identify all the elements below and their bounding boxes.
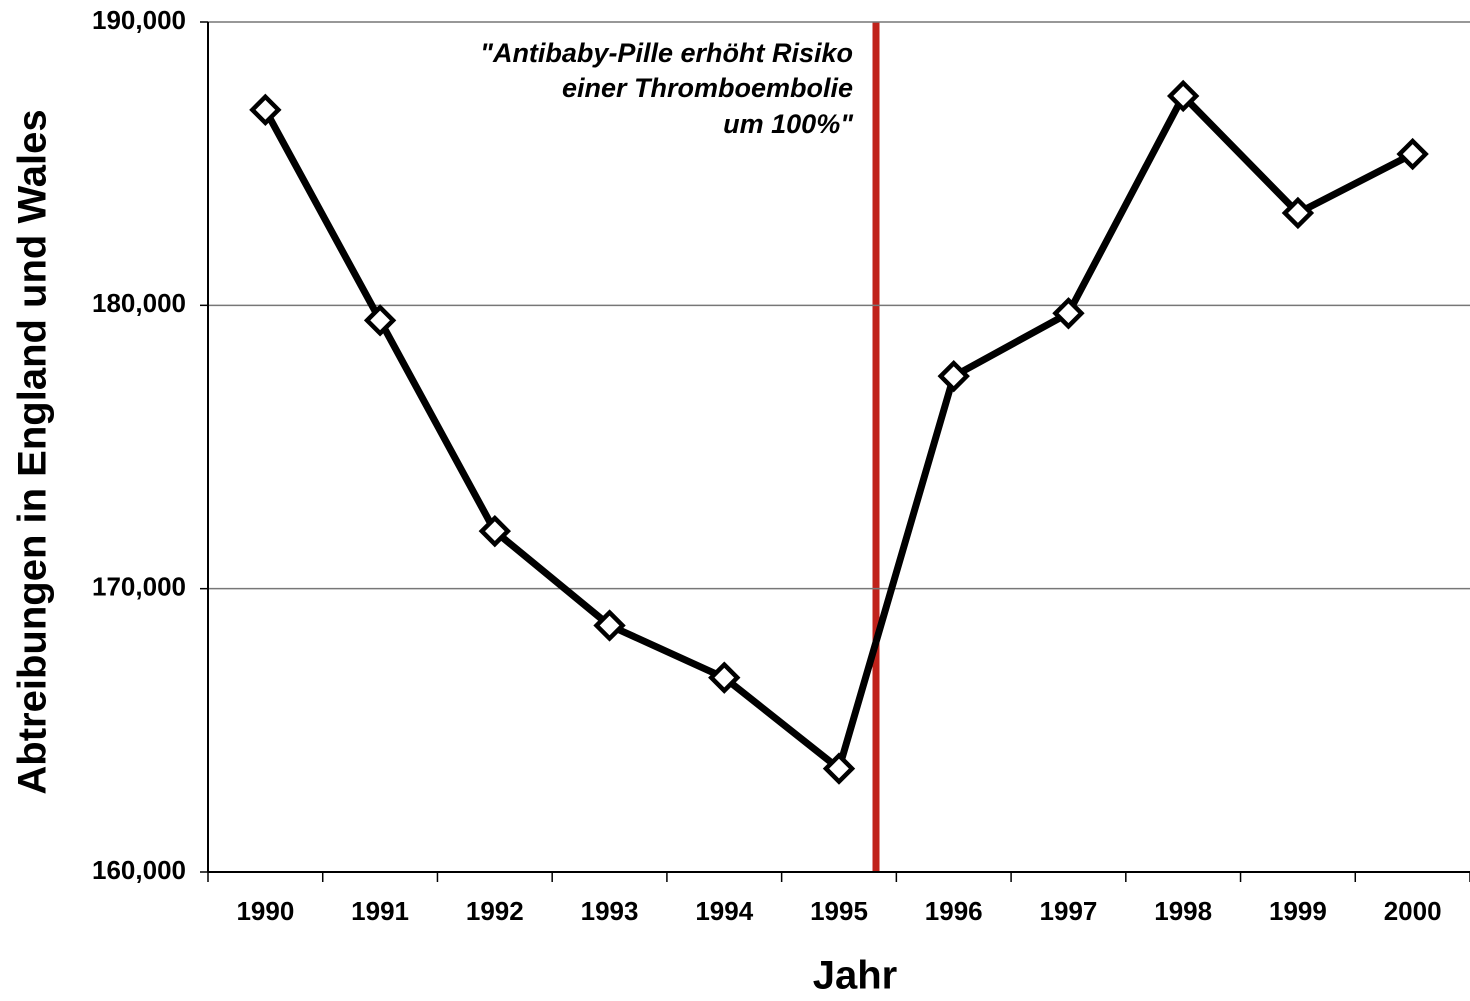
- data-marker: [937, 359, 970, 393]
- x-axis-title: Jahr: [813, 954, 898, 998]
- x-tick-label: 1995: [810, 896, 868, 926]
- x-tick-label: 1999: [1269, 896, 1327, 926]
- data-marker: [822, 752, 856, 785]
- data-marker: [478, 514, 512, 548]
- annotation: um 100%": [723, 109, 854, 139]
- data-marker: [593, 609, 626, 642]
- data-marker: [1052, 297, 1085, 330]
- y-tick-label: 160,000: [92, 855, 186, 885]
- x-tick-label: 1992: [466, 896, 524, 926]
- data-marker: [708, 661, 741, 694]
- data-marker: [363, 304, 397, 337]
- y-tick-label: 190,000: [92, 5, 186, 35]
- x-tick-label: 1996: [925, 896, 983, 926]
- x-tick-label: 1993: [581, 896, 639, 926]
- annotation: einer Thromboembolie: [562, 73, 853, 103]
- x-tick-label: 1990: [236, 896, 294, 926]
- data-marker: [249, 93, 282, 127]
- annotation: "Antibaby-Pille erhöht Risiko: [480, 38, 853, 68]
- data-marker: [1166, 79, 1200, 113]
- data-marker: [1396, 137, 1429, 171]
- y-axis-title: Abtreibungen in England und Wales: [11, 109, 55, 794]
- y-tick-label: 180,000: [92, 288, 186, 318]
- x-tick-label: 1991: [351, 896, 409, 926]
- x-tick-label: 1997: [1040, 896, 1098, 926]
- x-tick-label: 1994: [695, 896, 753, 926]
- x-tick-label: 2000: [1384, 896, 1442, 926]
- x-tick-label: 1998: [1154, 896, 1212, 926]
- data-line: [262, 92, 1415, 773]
- data-marker: [1281, 196, 1315, 230]
- y-tick-label: 170,000: [92, 572, 186, 602]
